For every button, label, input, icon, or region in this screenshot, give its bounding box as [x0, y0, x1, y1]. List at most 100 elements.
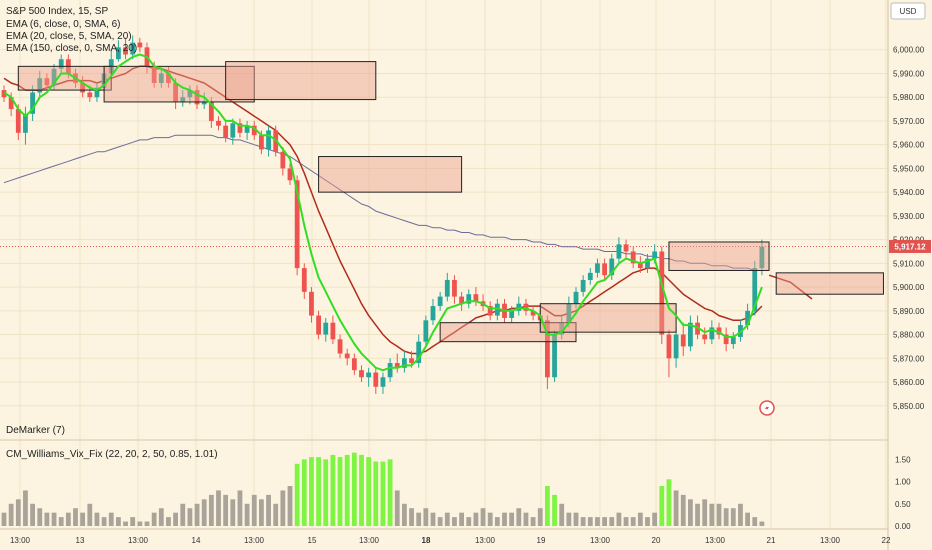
candle-body [37, 78, 43, 93]
vix-bar [459, 512, 464, 526]
vix-bar [309, 457, 314, 526]
vix-tick-label: 1.00 [895, 478, 911, 487]
zone-box[interactable] [775, 272, 884, 295]
vix-bar [15, 499, 21, 526]
vix-bar [294, 463, 300, 526]
ema6-line [3, 53, 763, 372]
candle-body [652, 251, 658, 259]
vix-bar [444, 512, 450, 526]
candle-body [444, 279, 450, 297]
vix-bar [659, 486, 665, 526]
vix-bar [416, 512, 422, 526]
candle-body [44, 78, 50, 86]
candle-body [759, 246, 765, 269]
vix-bar [144, 521, 150, 526]
candle-body [116, 47, 121, 60]
time-tick-label: 13:00 [244, 536, 265, 545]
vix-bar [688, 499, 693, 526]
time-tick-label: 14 [192, 536, 201, 545]
vix-bar [351, 452, 357, 526]
price-tick-label: 6,000.00 [893, 46, 925, 55]
price-tick-label: 5,990.00 [893, 69, 925, 78]
vix-bar [716, 503, 722, 526]
candle-body [659, 251, 665, 335]
zone-box[interactable] [225, 61, 377, 101]
vix-bar [1, 512, 7, 526]
vix-bar [509, 512, 515, 526]
candle-body [259, 135, 264, 150]
candle-body [409, 358, 414, 364]
vix-bar [602, 517, 607, 526]
vix-bar [752, 517, 758, 526]
vix-bar [51, 512, 57, 526]
vix-bar [273, 503, 279, 526]
vix-bar [337, 457, 343, 526]
candle-body [745, 310, 750, 326]
zone-box[interactable] [17, 65, 112, 91]
vix-bar [423, 508, 429, 526]
candle-body [80, 82, 86, 93]
vix-bar [387, 459, 393, 526]
vix-bar [523, 512, 529, 526]
price-tick-label: 5,980.00 [893, 93, 925, 102]
zone-box[interactable] [668, 241, 770, 271]
time-tick-label: 22 [882, 536, 891, 545]
indicator-ema20-label[interactable]: EMA (20, close, 5, SMA, 20) [6, 31, 132, 42]
candle-body [545, 320, 550, 378]
vix-bar [666, 479, 672, 526]
currency-button[interactable]: USD [890, 2, 926, 20]
demarker-label[interactable]: DeMarker (7) [6, 425, 65, 436]
vix-bar [216, 490, 221, 526]
ema20-line [3, 65, 763, 355]
candle-body [466, 294, 472, 304]
candle-body [430, 306, 436, 321]
vix-bar [44, 512, 50, 526]
vix-bar [730, 508, 736, 526]
candle-body [15, 109, 21, 133]
vix-fix-label[interactable]: CM_Williams_Vix_Fix (22, 20, 2, 50, 0.85… [6, 449, 218, 460]
price-tick-label: 5,870.00 [893, 354, 925, 363]
vix-bar [266, 494, 271, 526]
vix-bar [738, 503, 743, 526]
candle-body [216, 120, 221, 126]
zone-box[interactable] [539, 303, 677, 333]
candle-body [716, 327, 722, 335]
vix-bar [402, 503, 407, 526]
vix-bar [137, 521, 143, 526]
price-tick-label: 5,960.00 [893, 141, 925, 150]
alert-icon[interactable] [759, 400, 775, 416]
vix-bar [552, 494, 557, 526]
price-tick-label: 5,940.00 [893, 188, 925, 197]
time-tick-label: 13:00 [705, 536, 726, 545]
candle-body [587, 272, 593, 280]
vix-bar [330, 454, 336, 526]
candle-body [337, 339, 343, 354]
last-price-tag: 5,917.12 [889, 239, 931, 253]
candle-body [730, 336, 736, 345]
lightning-icon [765, 404, 769, 412]
vix-bar [745, 512, 750, 526]
chart-title: S&P 500 Index, 15, SP [6, 6, 108, 17]
candle-body [616, 244, 622, 259]
indicator-ema6-label[interactable]: EMA (6, close, 0, SMA, 6) [6, 19, 120, 30]
vix-bar [652, 512, 658, 526]
candle-body [251, 125, 257, 136]
vix-tick-label: 0.00 [895, 522, 911, 531]
candle-body [323, 322, 329, 335]
vix-bar [23, 490, 28, 526]
vix-bar [702, 499, 708, 526]
vix-bar [151, 512, 157, 526]
vix-bar [430, 512, 436, 526]
candle-body [287, 168, 293, 181]
vix-bar [65, 512, 71, 526]
price-tick-label: 5,850.00 [893, 402, 925, 411]
candle-body [316, 315, 321, 335]
vix-bar [30, 503, 35, 526]
vix-bar [452, 517, 457, 526]
candle-body [180, 97, 186, 102]
zone-box[interactable] [318, 156, 463, 193]
vix-bar [73, 508, 78, 526]
candle-body [580, 279, 586, 292]
indicator-ema150-label[interactable]: EMA (150, close, 0, SMA, 20) [6, 43, 137, 54]
